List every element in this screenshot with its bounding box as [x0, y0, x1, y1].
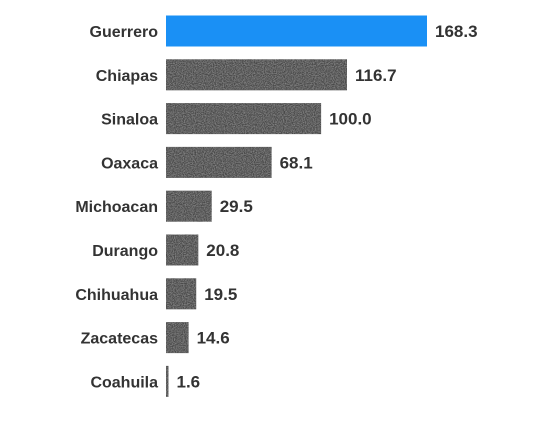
bar-zacatecas [166, 322, 189, 354]
value-label-chiapas: 116.7 [355, 66, 397, 85]
category-label-zacatecas: Zacatecas [81, 331, 158, 348]
category-label-michoacan: Michoacan [75, 199, 158, 216]
bar-durango [166, 234, 199, 266]
bar-chihuahua [166, 278, 197, 310]
bar-coahuila [166, 365, 169, 397]
value-label-durango: 20.8 [206, 241, 239, 260]
bars-group [166, 15, 427, 397]
value-labels: 168.3 116.7 100.0 68.1 29.5 20.8 19.5 14.6 1.6 [177, 22, 478, 391]
category-label-oaxaca: Oaxaca [101, 155, 158, 172]
category-label-chihuahua: Chihuahua [75, 287, 158, 304]
bar-guerrero [166, 15, 427, 47]
bar-chiapas [166, 59, 347, 91]
value-label-coahuila: 1.6 [177, 372, 201, 391]
category-label-guerrero: Guerrero [90, 24, 159, 41]
value-label-oaxaca: 68.1 [280, 153, 313, 172]
value-label-guerrero: 168.3 [435, 22, 478, 41]
value-label-sinaloa: 100.0 [329, 110, 372, 129]
bar-sinaloa [166, 103, 322, 135]
value-label-michoacan: 29.5 [220, 197, 253, 216]
category-label-durango: Durango [92, 243, 158, 260]
value-label-zacatecas: 14.6 [197, 329, 230, 348]
category-label-chiapas: Chiapas [96, 68, 158, 85]
category-label-sinaloa: Sinaloa [101, 112, 158, 129]
category-label-coahuila: Coahuila [90, 374, 158, 391]
bar-michoacan [166, 190, 212, 222]
bar-oaxaca [166, 146, 272, 178]
value-label-chihuahua: 19.5 [204, 285, 237, 304]
category-labels: Guerrero Chiapas Sinaloa Oaxaca Michoacan Dur… [75, 24, 158, 391]
